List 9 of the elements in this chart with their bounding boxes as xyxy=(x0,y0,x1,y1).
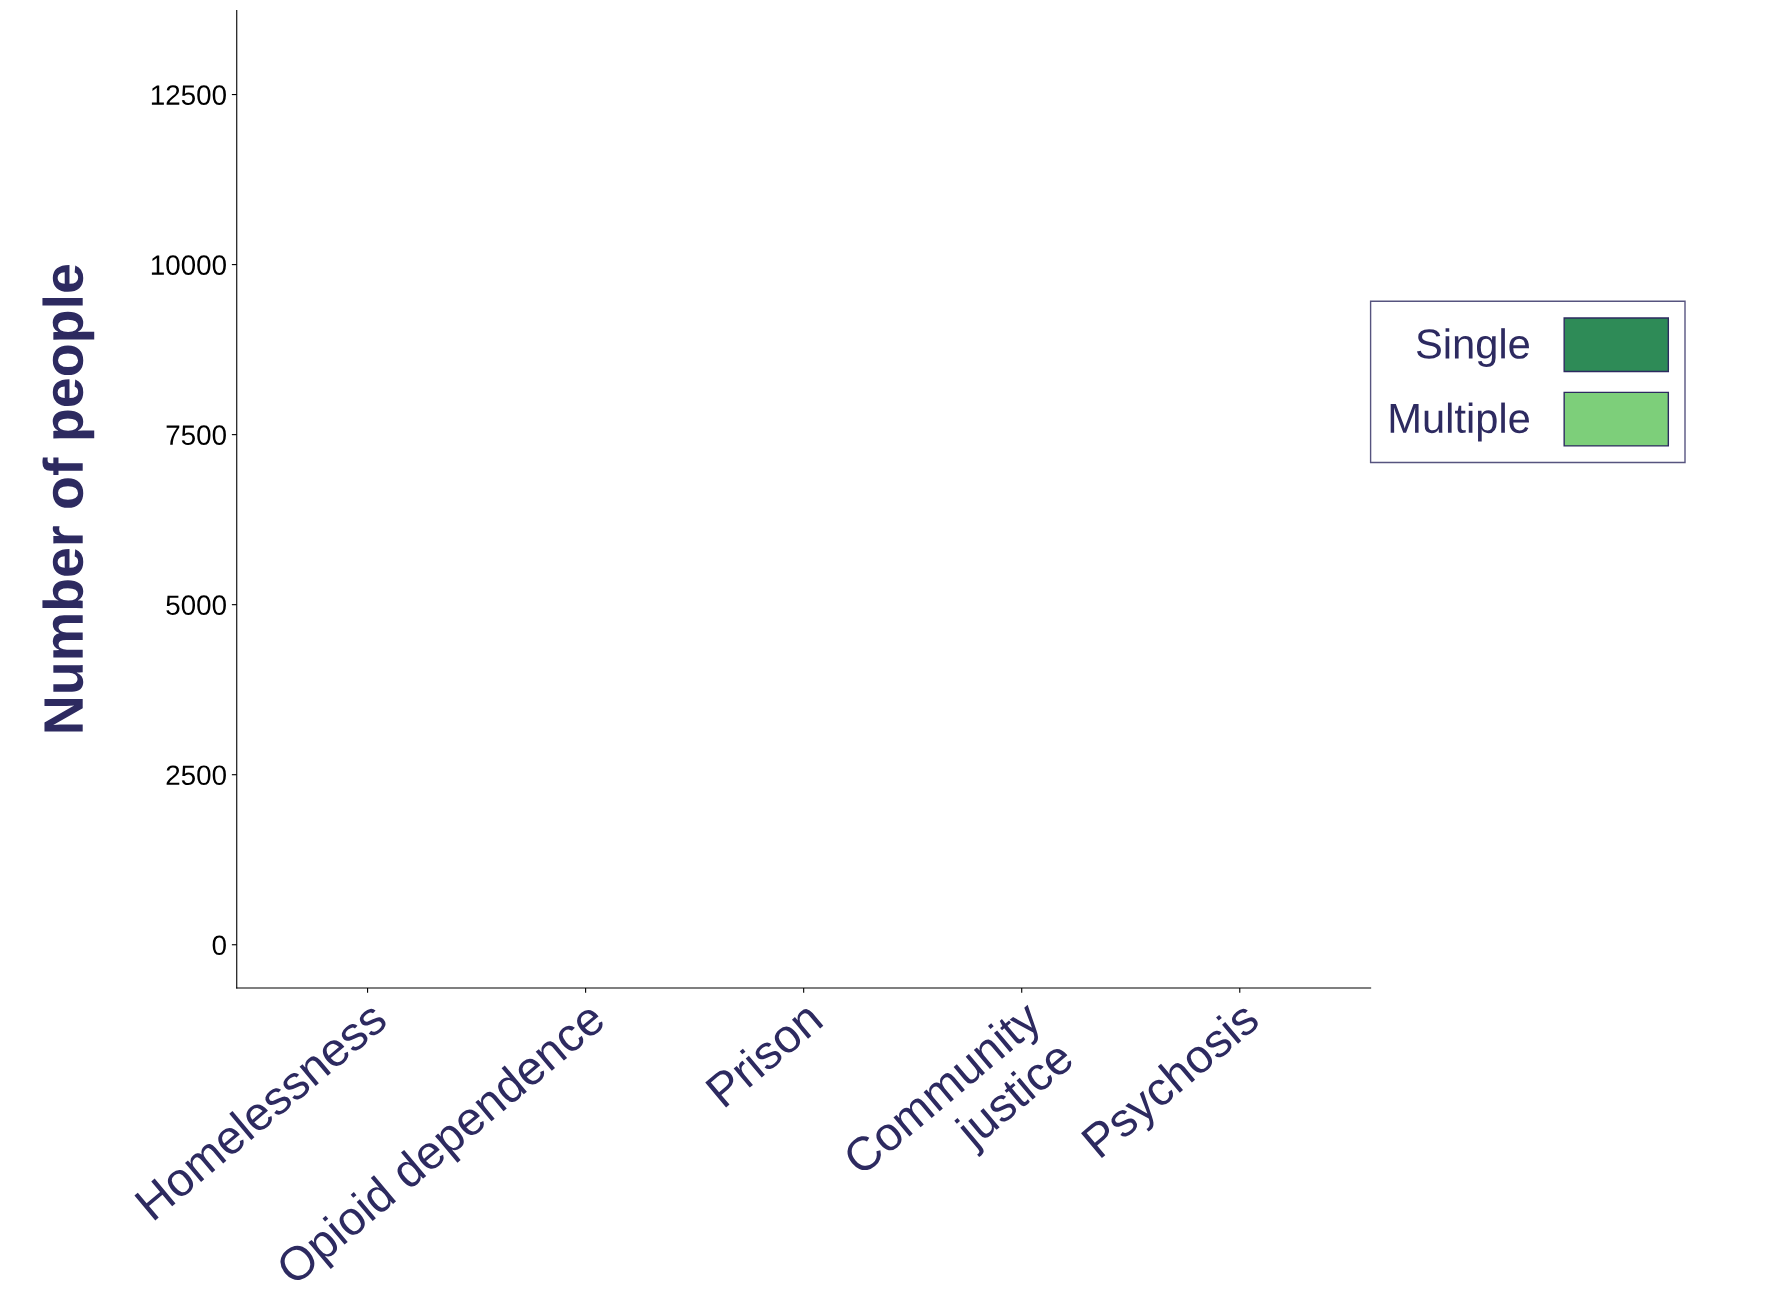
y-axis-title: Number of people xyxy=(42,264,95,732)
y-tick-label: 7500 xyxy=(166,425,226,445)
legend-label: Multiple xyxy=(1390,402,1529,442)
y-tick-label: 2500 xyxy=(166,765,226,786)
y-tick-label: 12500 xyxy=(151,85,226,105)
y-tick-label: 0 xyxy=(212,935,226,956)
y-tick-label: 10000 xyxy=(151,255,226,275)
legend-label: Single xyxy=(1416,328,1529,368)
y-tick-label: 5000 xyxy=(166,595,226,616)
